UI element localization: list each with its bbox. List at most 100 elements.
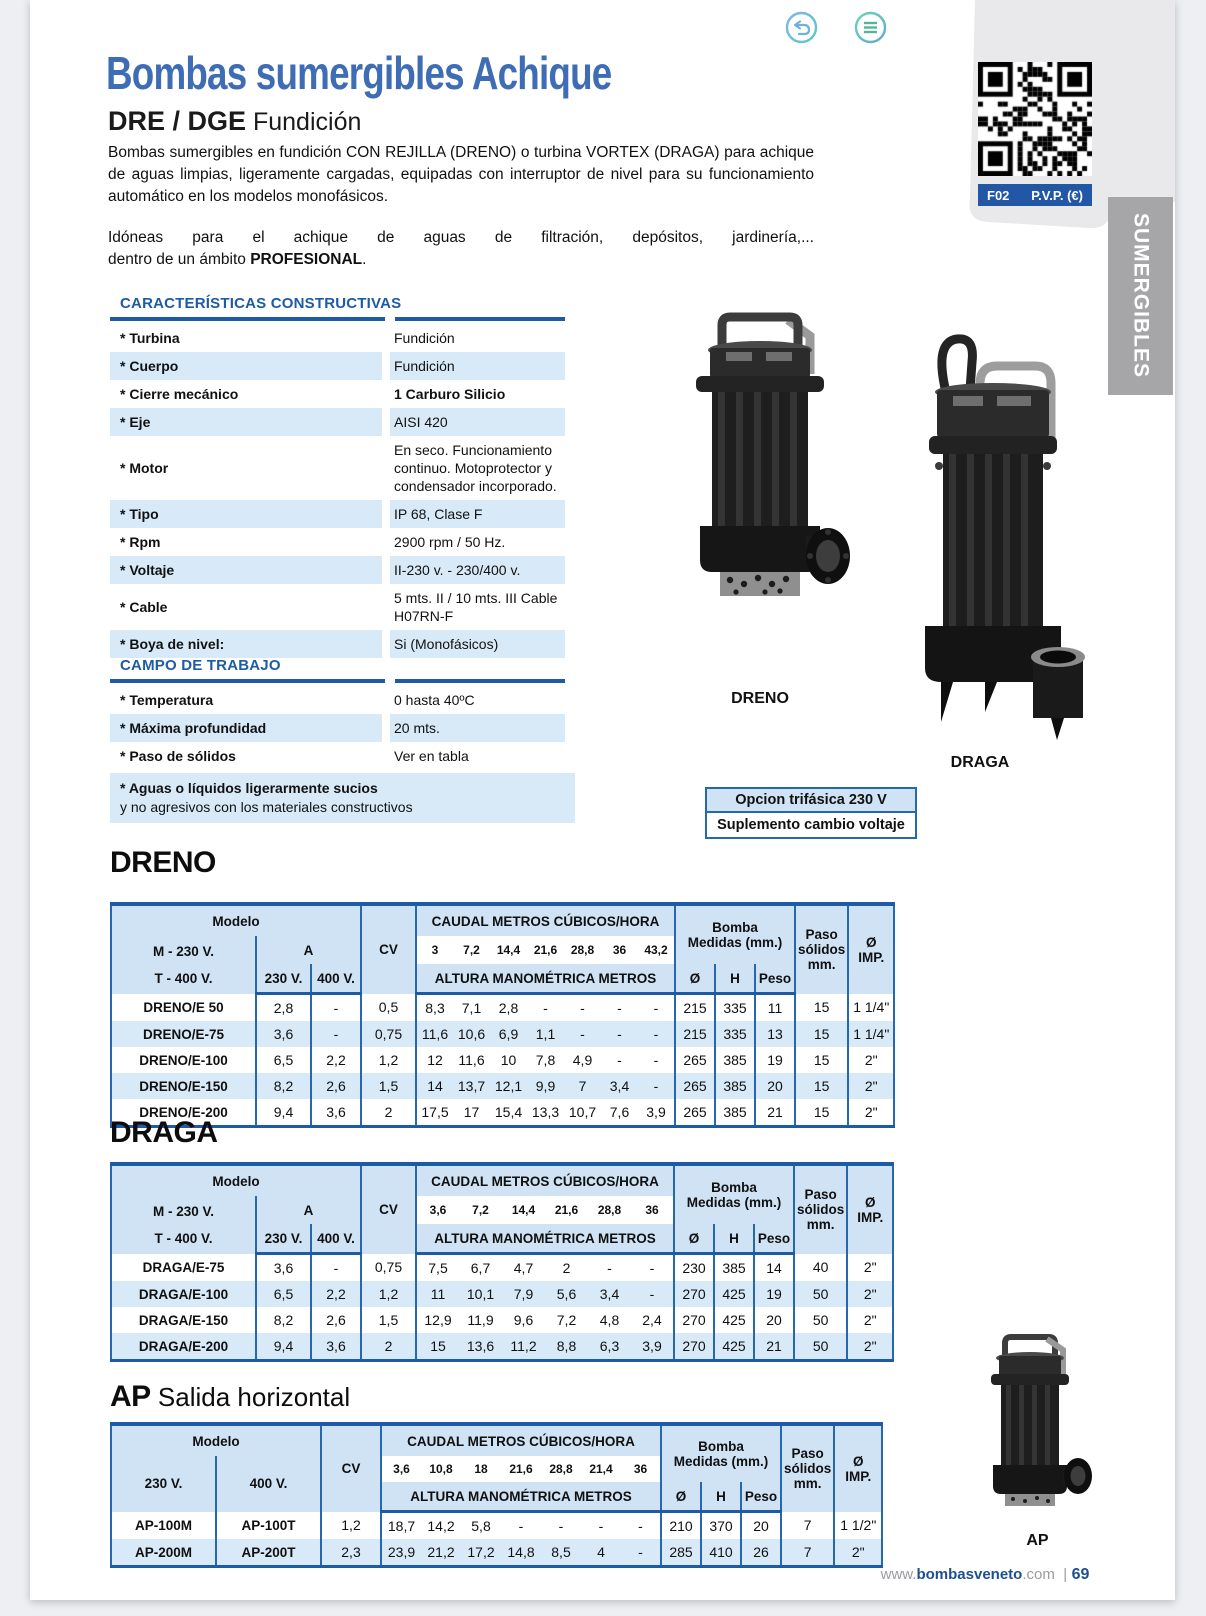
table-cell: 2,2 [310, 1281, 361, 1307]
table-cell: 17 [453, 1099, 490, 1127]
property-label: * Boya de nivel: [110, 630, 382, 658]
draga-table: Modelo CV CAUDAL METROS CÚBICOS/HORA Bomba… [110, 1162, 895, 1362]
table-cell: 3,9 [638, 1099, 675, 1127]
property-value: Fundición [390, 352, 565, 380]
property-row: * Cierre mecánico 1 Carburo Silicio [110, 380, 565, 408]
qr-code [978, 62, 1092, 176]
table-header-cell: 21,6 [527, 936, 564, 964]
table-cell: 7,9 [502, 1281, 545, 1307]
table-cell: 15 [793, 1073, 849, 1099]
table-cell: 270 [673, 1333, 714, 1361]
table-cell: - [601, 993, 638, 1021]
table-cell: 20 [754, 1073, 795, 1099]
table-cell: - [601, 1021, 638, 1047]
table-header-cell: Bomba Medidas (mm.) [673, 1164, 794, 1224]
table-cell: 8,3 [415, 993, 453, 1021]
footer: www.bombasveneto.com | 69 [880, 1566, 1090, 1583]
property-label: * Tipo [110, 500, 382, 528]
usage-line-1: Idóneas para el achique de aguas de filt… [108, 229, 814, 246]
table-cell: DRAGA/E-75 [111, 1253, 256, 1281]
table-cell: 0,75 [360, 1253, 416, 1281]
property-value: Ver en tabla [394, 748, 469, 764]
table-cell: 10 [490, 1047, 527, 1073]
table-cell: 14,8 [501, 1539, 541, 1567]
table-header-cell: Peso [740, 1482, 781, 1513]
table-cell: 11,9 [459, 1307, 502, 1333]
draga-table-title: DRAGA [110, 1116, 218, 1149]
property-label: * Máxima profundidad [110, 714, 382, 742]
table-cell: 1,1 [527, 1021, 564, 1047]
table-header-cell: 14,4 [490, 936, 527, 964]
table-row: DRENO/E-100 6,5 2,2 1,2 12 11,6 10 7,8 4,9- - 265… [111, 1047, 895, 1073]
table-cell: DRAGA/E-200 [111, 1333, 256, 1361]
table-cell: 19 [753, 1281, 794, 1307]
table-cell: 270 [673, 1281, 714, 1307]
table-cell: 370 [700, 1511, 741, 1539]
table-cell: - [638, 1021, 675, 1047]
table-cell: 14 [753, 1253, 794, 1281]
property-label: * Eje [110, 408, 382, 436]
table-cell: 2 [545, 1253, 588, 1281]
table-cell: 385 [714, 1047, 755, 1073]
table-cell: - [564, 993, 601, 1021]
table-cell: 6,3 [588, 1333, 631, 1361]
table-cell: 12,1 [490, 1073, 527, 1099]
catalog-page: F02 P.V.P. (€) SUMERGIBLES Bombas sumerg… [30, 0, 1175, 1600]
page-title: Bombas sumergibles Achique [106, 47, 612, 99]
dreno-product-photo [696, 312, 850, 596]
table-cell: 215 [674, 1021, 715, 1047]
table-cell: 11,2 [502, 1333, 545, 1361]
table-cell: 2" [847, 1047, 895, 1073]
table-cell: 17,5 [415, 1099, 453, 1127]
table-cell: - [581, 1511, 621, 1539]
table-cell: 21,2 [421, 1539, 461, 1567]
table-cell: 285 [660, 1539, 701, 1567]
table-cell: 3,4 [601, 1073, 638, 1099]
table-cell: 2" [846, 1333, 894, 1361]
property-value: 20 mts. [390, 714, 565, 742]
table-cell: 21 [754, 1099, 795, 1127]
table-cell: 40 [792, 1253, 848, 1281]
table-header-cell: 230 V. [255, 964, 311, 995]
table-cell: 12 [415, 1047, 453, 1073]
table-header-cell: 230 V. [255, 1224, 311, 1255]
footer-com: .com [1022, 1566, 1055, 1583]
series-name: DRE / DGE [108, 106, 247, 136]
table-header-cell: Peso [754, 964, 795, 995]
draga-table-wrap: Modelo CV CAUDAL METROS CÚBICOS/HORA Bomba… [110, 1162, 895, 1362]
property-value: 0 hasta 40ºC [394, 692, 475, 708]
table-cell: 20 [740, 1511, 781, 1539]
table-cell: 4,9 [564, 1047, 601, 1073]
table-header-cell: 14,4 [502, 1196, 545, 1224]
table-cell: DRENO/E-75 [111, 1021, 256, 1047]
table-cell: DRENO/E-200 [111, 1099, 256, 1127]
table-header-cell: H [713, 1224, 754, 1255]
table-row: DRAGA/E-75 3,6-0,75 7,5 6,7 4,7 2- - 230 385 14 … [111, 1253, 894, 1281]
table-cell: 9,4 [255, 1333, 311, 1361]
table-cell: 1,5 [360, 1307, 416, 1333]
table-cell: 425 [713, 1281, 754, 1307]
table-cell: 8,5 [541, 1539, 581, 1567]
footer-domain[interactable]: bombasveneto [916, 1566, 1023, 1583]
table-cell: 8,8 [545, 1333, 588, 1361]
table-cell: 1,2 [360, 1281, 416, 1307]
table-cell: 15 [793, 1047, 849, 1073]
table-row: DRAGA/E-100 6,5 2,2 1,2 11 10,1 7,9 5,6 3,4- 270… [111, 1281, 894, 1307]
menu-icon[interactable] [854, 11, 887, 44]
table-cell: - [310, 1253, 361, 1281]
table-cell: 10,1 [459, 1281, 502, 1307]
property-label: * Cuerpo [110, 352, 382, 380]
property-row: * Tipo IP 68, Clase F [110, 500, 565, 528]
table-cell: DRAGA/E-150 [111, 1307, 256, 1333]
undo-icon[interactable] [785, 11, 818, 44]
table-cell: - [588, 1253, 631, 1281]
table-cell: 14,2 [421, 1511, 461, 1539]
property-row: * Paso de sólidos Ver en tabla [110, 742, 565, 770]
table-cell: 7 [779, 1511, 835, 1539]
table-header-cell: 400 V. [215, 1456, 321, 1512]
table-cell: 14 [415, 1073, 453, 1099]
section-tab-label: SUMERGIBLES [1129, 213, 1153, 379]
table-cell: 3,6 [255, 1021, 311, 1047]
section-tab-sumergibles[interactable]: SUMERGIBLES [1108, 197, 1173, 395]
table-cell: 7 [779, 1539, 835, 1567]
